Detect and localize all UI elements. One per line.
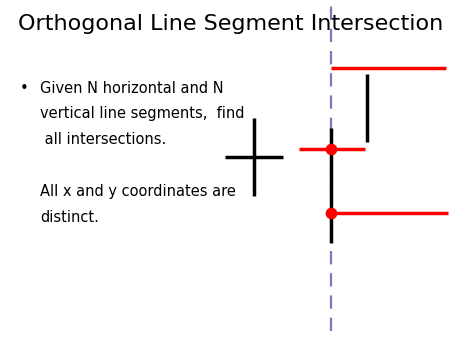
- Text: All x and y coordinates are: All x and y coordinates are: [40, 184, 236, 199]
- Point: [327, 210, 334, 216]
- Text: Given N horizontal and N: Given N horizontal and N: [40, 81, 224, 96]
- Point: [327, 146, 334, 151]
- Text: distinct.: distinct.: [40, 210, 99, 224]
- Text: •: •: [20, 81, 29, 96]
- Text: all intersections.: all intersections.: [40, 132, 167, 147]
- Text: Orthogonal Line Segment Intersection: Orthogonal Line Segment Intersection: [18, 14, 443, 33]
- Text: vertical line segments,  find: vertical line segments, find: [40, 106, 245, 121]
